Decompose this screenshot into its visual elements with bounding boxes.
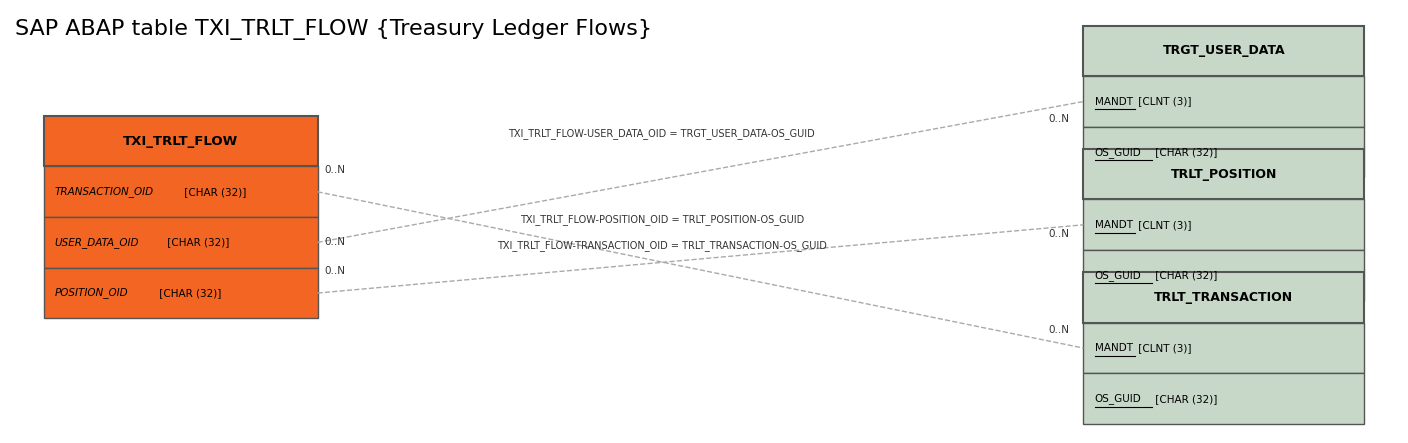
- FancyBboxPatch shape: [44, 217, 318, 268]
- FancyBboxPatch shape: [1083, 373, 1364, 424]
- Text: TXI_TRLT_FLOW-USER_DATA_OID = TRGT_USER_DATA-OS_GUID: TXI_TRLT_FLOW-USER_DATA_OID = TRGT_USER_…: [508, 128, 815, 139]
- FancyBboxPatch shape: [1083, 26, 1364, 76]
- Text: SAP ABAP table TXI_TRLT_FLOW {Treasury Ledger Flows}: SAP ABAP table TXI_TRLT_FLOW {Treasury L…: [15, 19, 652, 40]
- Text: OS_GUID: OS_GUID: [1094, 393, 1142, 404]
- Text: POSITION_OID: POSITION_OID: [55, 288, 128, 299]
- Text: TRANSACTION_OID: TRANSACTION_OID: [55, 187, 153, 197]
- Text: TRLT_POSITION: TRLT_POSITION: [1170, 168, 1277, 181]
- Text: TXI_TRLT_FLOW-POSITION_OID = TRLT_POSITION-OS_GUID: TXI_TRLT_FLOW-POSITION_OID = TRLT_POSITI…: [520, 214, 804, 225]
- Text: TRGT_USER_DATA: TRGT_USER_DATA: [1163, 44, 1286, 58]
- Text: [CHAR (32)]: [CHAR (32)]: [156, 288, 221, 298]
- FancyBboxPatch shape: [44, 268, 318, 319]
- Text: MANDT: MANDT: [1094, 220, 1132, 230]
- FancyBboxPatch shape: [1083, 149, 1364, 199]
- Text: TXI_TRLT_FLOW-TRANSACTION_OID = TRLT_TRANSACTION-OS_GUID: TXI_TRLT_FLOW-TRANSACTION_OID = TRLT_TRA…: [497, 240, 826, 251]
- Text: USER_DATA_OID: USER_DATA_OID: [55, 237, 139, 248]
- FancyBboxPatch shape: [1083, 199, 1364, 250]
- Text: 0..N: 0..N: [325, 237, 345, 247]
- FancyBboxPatch shape: [1083, 323, 1364, 373]
- FancyBboxPatch shape: [1083, 76, 1364, 127]
- Text: 0..N: 0..N: [1049, 229, 1069, 239]
- Text: 0..N: 0..N: [325, 165, 345, 175]
- FancyBboxPatch shape: [1083, 250, 1364, 301]
- Text: [CHAR (32)]: [CHAR (32)]: [182, 187, 246, 197]
- Text: [CLNT (3)]: [CLNT (3)]: [1135, 220, 1193, 230]
- Text: TRLT_TRANSACTION: TRLT_TRANSACTION: [1155, 291, 1294, 304]
- Text: OS_GUID: OS_GUID: [1094, 270, 1142, 281]
- FancyBboxPatch shape: [44, 167, 318, 217]
- Text: [CHAR (32)]: [CHAR (32)]: [165, 237, 230, 247]
- Text: 0..N: 0..N: [325, 266, 345, 276]
- Text: [CLNT (3)]: [CLNT (3)]: [1135, 97, 1193, 106]
- Text: [CHAR (32)]: [CHAR (32)]: [1152, 270, 1217, 280]
- FancyBboxPatch shape: [44, 116, 318, 167]
- Text: MANDT: MANDT: [1094, 343, 1132, 353]
- Text: MANDT: MANDT: [1094, 97, 1132, 106]
- Text: [CHAR (32)]: [CHAR (32)]: [1152, 147, 1217, 157]
- Text: TXI_TRLT_FLOW: TXI_TRLT_FLOW: [122, 135, 238, 148]
- FancyBboxPatch shape: [1083, 127, 1364, 178]
- FancyBboxPatch shape: [1083, 272, 1364, 323]
- Text: [CHAR (32)]: [CHAR (32)]: [1152, 394, 1217, 404]
- Text: 0..N: 0..N: [1049, 326, 1069, 335]
- Text: 0..N: 0..N: [1049, 114, 1069, 124]
- Text: [CLNT (3)]: [CLNT (3)]: [1135, 343, 1193, 353]
- Text: OS_GUID: OS_GUID: [1094, 147, 1142, 158]
